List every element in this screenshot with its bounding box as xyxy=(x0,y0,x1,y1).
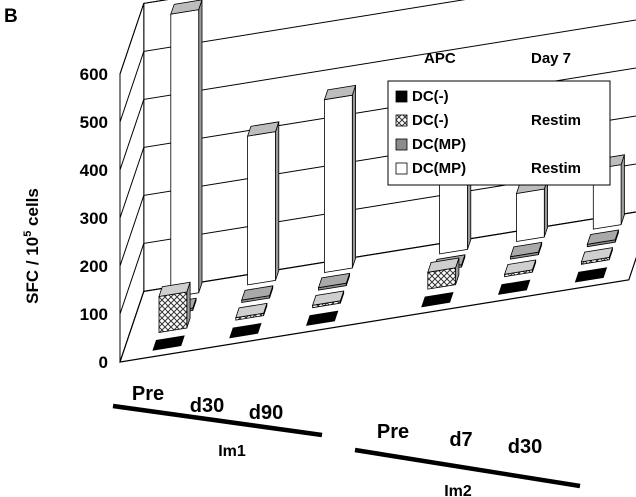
bar-2-1 xyxy=(158,281,191,333)
bar-1-6 xyxy=(574,267,608,283)
legend-swatch xyxy=(395,162,408,175)
ytick-label: 300 xyxy=(80,209,108,228)
legend-swatch xyxy=(395,138,408,151)
category-label: Pre xyxy=(377,421,409,443)
bar-2-6 xyxy=(580,247,614,265)
floor xyxy=(119,211,636,363)
bar-1-4 xyxy=(421,291,454,308)
gridline xyxy=(119,0,466,123)
ytick-label: 200 xyxy=(80,257,108,276)
gridline xyxy=(119,163,636,315)
legend-note: Restim xyxy=(531,160,581,177)
bar-3-3 xyxy=(317,272,351,291)
bar-4-3 xyxy=(323,84,357,273)
legend-box xyxy=(387,80,611,186)
bar-1-1 xyxy=(152,335,185,351)
bar-3-2 xyxy=(241,285,274,303)
legend-swatch xyxy=(395,114,408,127)
bar-4-1 xyxy=(170,0,203,298)
bar-1-5 xyxy=(498,279,531,295)
bar-4-2 xyxy=(247,121,280,286)
ytick-label: 400 xyxy=(80,161,108,180)
category-label: d7 xyxy=(449,429,472,451)
legend-header-apc: APC xyxy=(424,50,456,67)
group-underline xyxy=(354,447,581,489)
floor-plane xyxy=(119,211,636,363)
axes: 0 100 200 300 400 500 600 SFC / 105 cells Pre d30… xyxy=(22,65,581,497)
ytick-label: 0 xyxy=(99,353,108,372)
legend-header-day7: Day 7 xyxy=(531,50,571,67)
bar-3-6 xyxy=(586,229,620,248)
bar-2-2 xyxy=(235,302,268,321)
category-label: d90 xyxy=(249,402,283,424)
legend-swatch xyxy=(395,90,408,103)
group-label: Im2 xyxy=(444,483,472,497)
legend-note: Restim xyxy=(531,112,581,129)
bar-1-3 xyxy=(306,310,339,326)
category-label: d30 xyxy=(508,436,542,458)
gridline xyxy=(119,0,169,75)
panel-label: B xyxy=(4,6,18,27)
ytick-label: 500 xyxy=(80,113,108,132)
bar-1-2 xyxy=(229,322,262,339)
bar-2-5 xyxy=(504,259,537,278)
bar-2-4 xyxy=(427,257,460,290)
legend-label: DC(MP) xyxy=(412,160,466,177)
legend-label: DC(-) xyxy=(412,112,449,129)
ytick-label: 100 xyxy=(80,305,108,324)
bar-4-5 xyxy=(515,178,549,242)
bar-3-5 xyxy=(509,241,543,260)
y-axis-label: SFC / 105 cells xyxy=(22,188,42,304)
category-label: Pre xyxy=(132,383,164,405)
group-underline xyxy=(112,403,323,438)
legend: APC Day 7 DC(-) DC(-) Restim DC(MP) DC(MP) Rest… xyxy=(387,50,611,186)
legend-label: DC(-) xyxy=(412,88,449,105)
category-label: d30 xyxy=(190,395,224,417)
ytick-label: 600 xyxy=(80,65,108,84)
legend-label: DC(MP) xyxy=(412,136,466,153)
group-label: Im1 xyxy=(218,443,246,460)
gridline xyxy=(119,19,636,171)
bar-2-3 xyxy=(312,290,345,309)
